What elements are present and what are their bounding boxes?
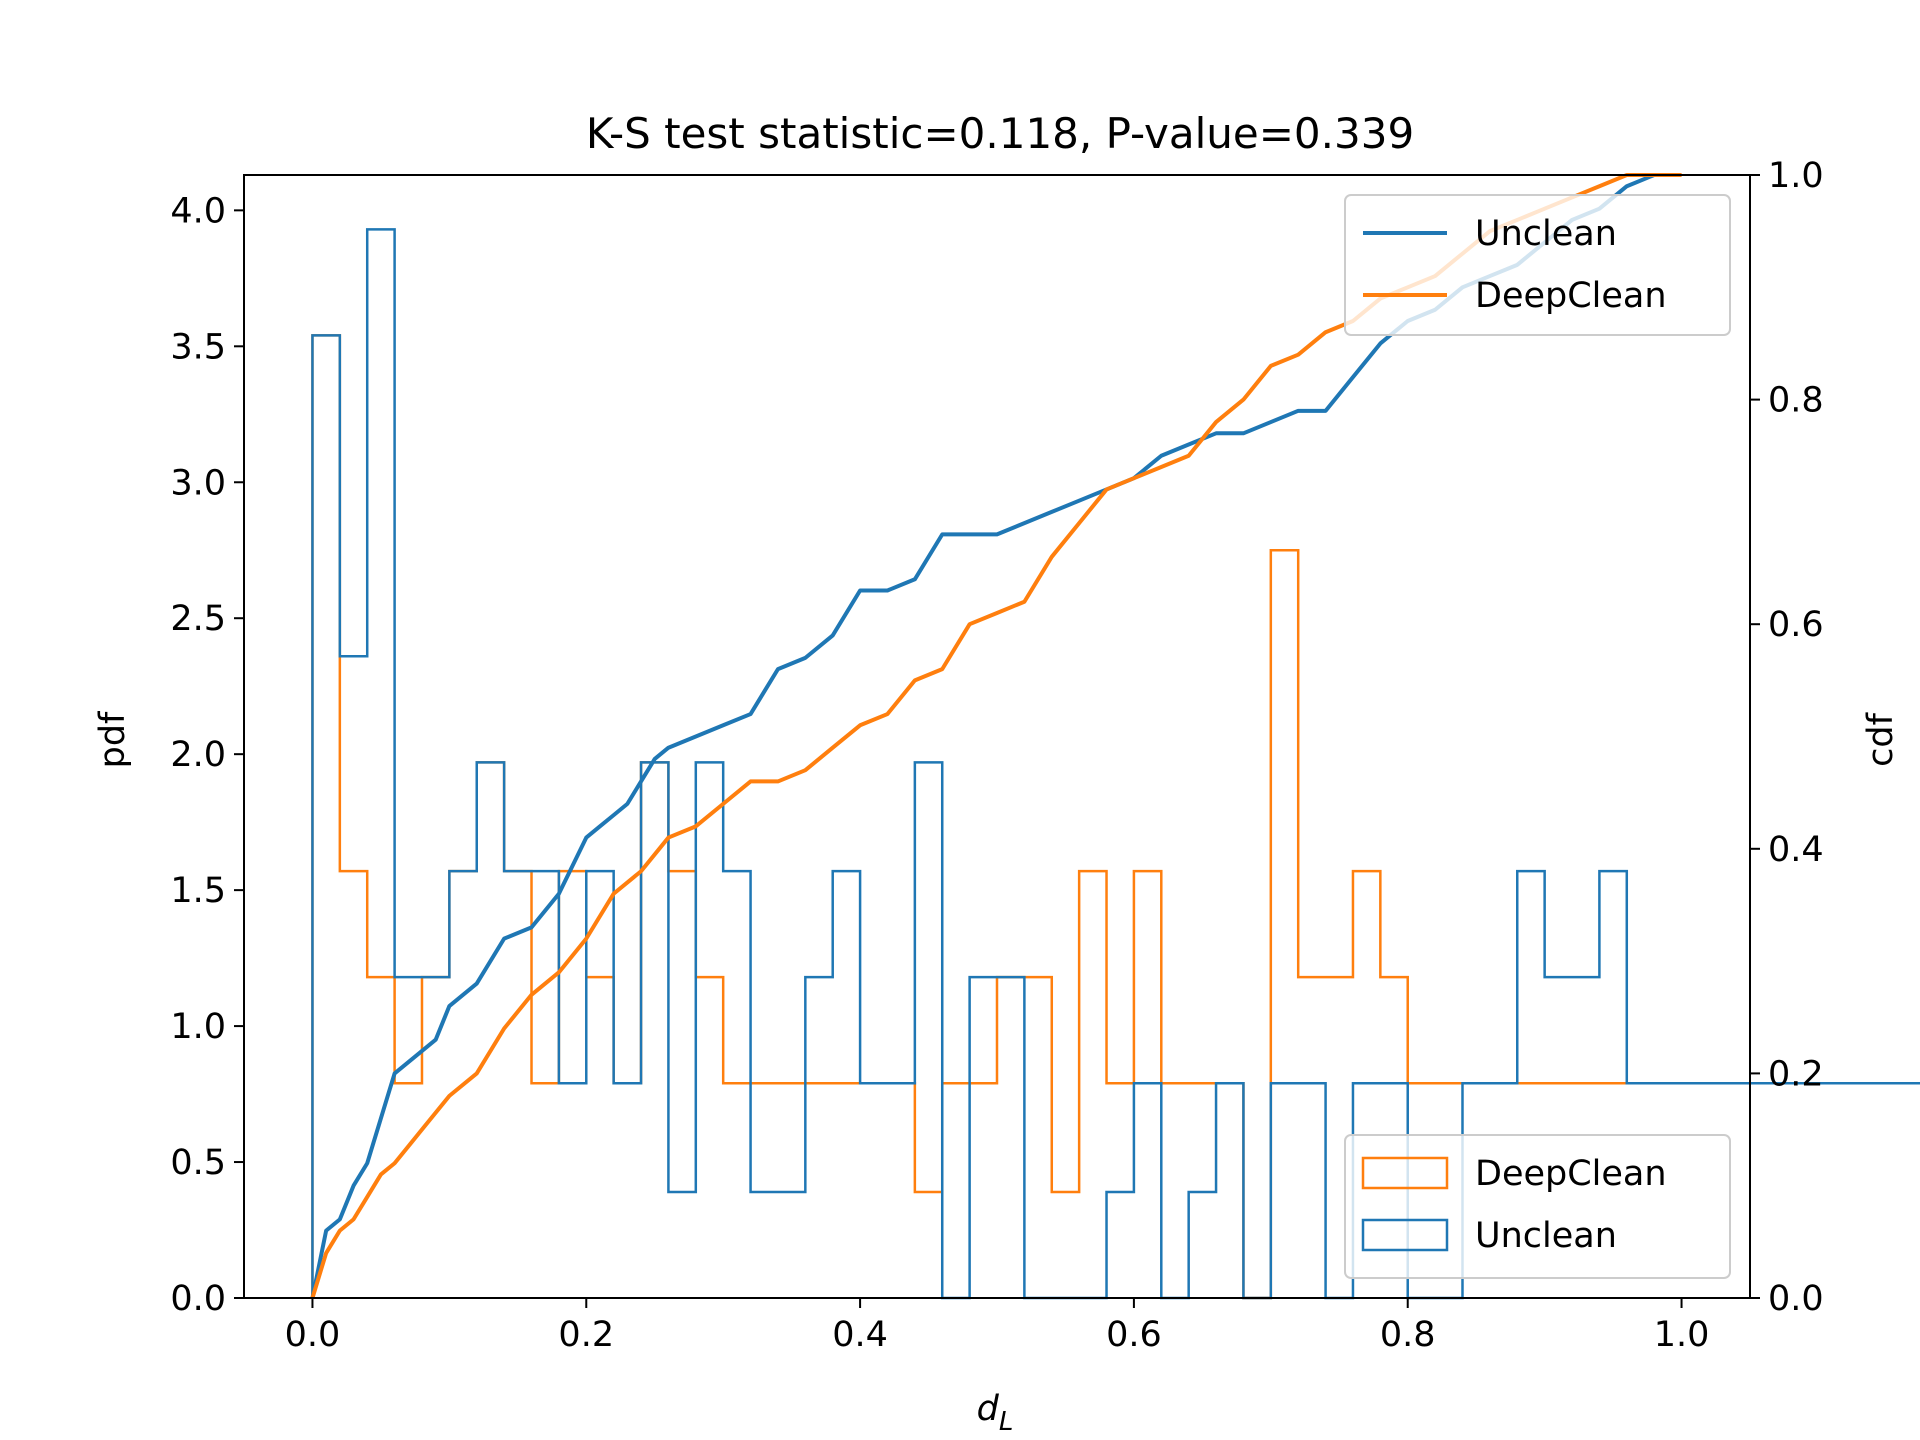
x-tick-label: 0.4 <box>832 1315 888 1355</box>
axes-frame <box>243 174 1751 1299</box>
legend-label-deepclean: DeepClean <box>1475 276 1667 316</box>
x-tick-label: 0.8 <box>1380 1315 1436 1355</box>
y-right-axis-label: cdf <box>1861 712 1901 766</box>
y-right-tick-label: 0.8 <box>1768 381 1824 421</box>
y-left-tick-label: 2.5 <box>170 599 226 639</box>
y-left-axis-label: pdf <box>93 711 133 768</box>
histogram-unclean <box>311 228 1920 1300</box>
x-axis-label-main: d <box>977 1389 1000 1429</box>
x-tick-label: 0.6 <box>1106 1315 1162 1355</box>
x-tick-label: 0.2 <box>558 1315 614 1355</box>
y-right-tick-label: 0.2 <box>1768 1054 1824 1094</box>
y-left-axis-ticks: 0.0 0.5 1.0 1.5 2.0 2.5 3.0 3.5 4.0 <box>170 191 244 1319</box>
y-left-tick-label: 0.0 <box>170 1279 226 1319</box>
y-right-axis-ticks: 0.0 0.2 0.4 0.6 0.8 1.0 <box>1750 156 1824 1319</box>
x-tick-label: 1.0 <box>1654 1315 1710 1355</box>
legend-patch-unclean <box>1361 1218 1449 1252</box>
x-axis-ticks: 0.0 0.2 0.4 0.6 0.8 1.0 <box>285 1298 1710 1355</box>
legend-hist-box <box>1344 1134 1731 1279</box>
legend-cdf: Unclean DeepClean <box>1344 194 1731 336</box>
y-right-tick-label: 0.0 <box>1768 1279 1824 1319</box>
histogram-layer <box>311 228 1920 1300</box>
legend-hist: DeepClean Unclean <box>1344 1134 1731 1279</box>
y-right-tick-label: 1.0 <box>1768 156 1824 196</box>
x-axis-label: dL <box>977 1389 1014 1437</box>
chart-title: K-S test statistic=0.118, P-value=0.339 <box>586 109 1414 158</box>
legend-label-unclean: Unclean <box>1475 214 1617 254</box>
y-right-tick-label: 0.6 <box>1768 605 1824 645</box>
y-right-tick-label: 0.4 <box>1768 830 1824 870</box>
x-tick-label: 0.0 <box>285 1315 341 1355</box>
y-left-tick-label: 1.0 <box>170 1007 226 1047</box>
y-left-tick-label: 4.0 <box>170 191 226 231</box>
histogram-deepclean <box>311 334 1920 1300</box>
y-left-tick-label: 3.0 <box>170 463 226 503</box>
y-left-tick-label: 0.5 <box>170 1143 226 1183</box>
y-left-tick-label: 1.5 <box>170 871 226 911</box>
legend-cdf-box <box>1344 194 1731 336</box>
legend-label-deepclean: DeepClean <box>1475 1154 1667 1194</box>
legend-label-unclean: Unclean <box>1475 1216 1617 1256</box>
legend-patch-deepclean <box>1361 1156 1449 1190</box>
y-left-tick-label: 2.0 <box>170 735 226 775</box>
x-axis-label-sub: L <box>999 1407 1014 1437</box>
y-left-tick-label: 3.5 <box>170 327 226 367</box>
